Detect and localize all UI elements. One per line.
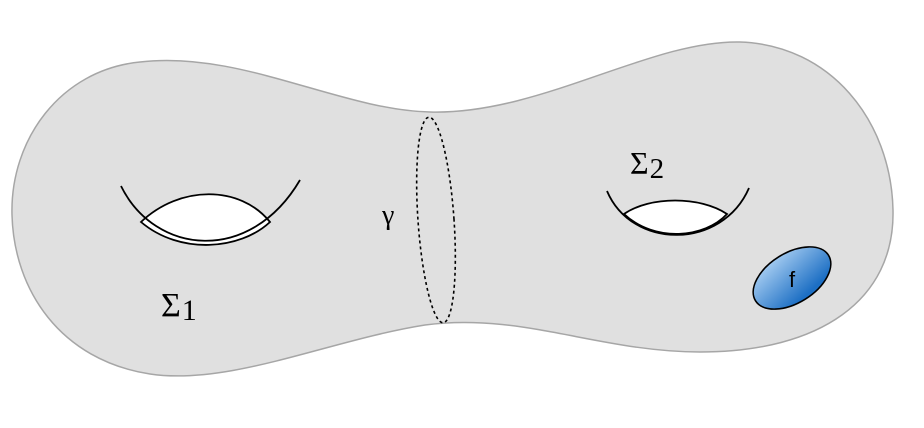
gamma-label: γ: [381, 200, 394, 231]
sigma-1-symbol: Σ: [161, 287, 181, 324]
sigma-2-symbol: Σ: [630, 145, 649, 181]
f-region: [752, 246, 832, 310]
left-hole-upper-curve: [120, 179, 301, 242]
sigma-2-index: 2: [650, 153, 665, 185]
right-hole-upper-curve: [606, 187, 750, 236]
surface-body: [11, 41, 894, 377]
sigma-1-label: Σ1: [161, 287, 197, 327]
sigma-2-label: Σ2: [630, 145, 664, 185]
sigma-1-index: 1: [182, 294, 197, 327]
gamma-curve: [415, 116, 457, 324]
f-label: f: [789, 267, 796, 292]
left-hole: [139, 193, 272, 246]
right-hole: [622, 199, 729, 235]
